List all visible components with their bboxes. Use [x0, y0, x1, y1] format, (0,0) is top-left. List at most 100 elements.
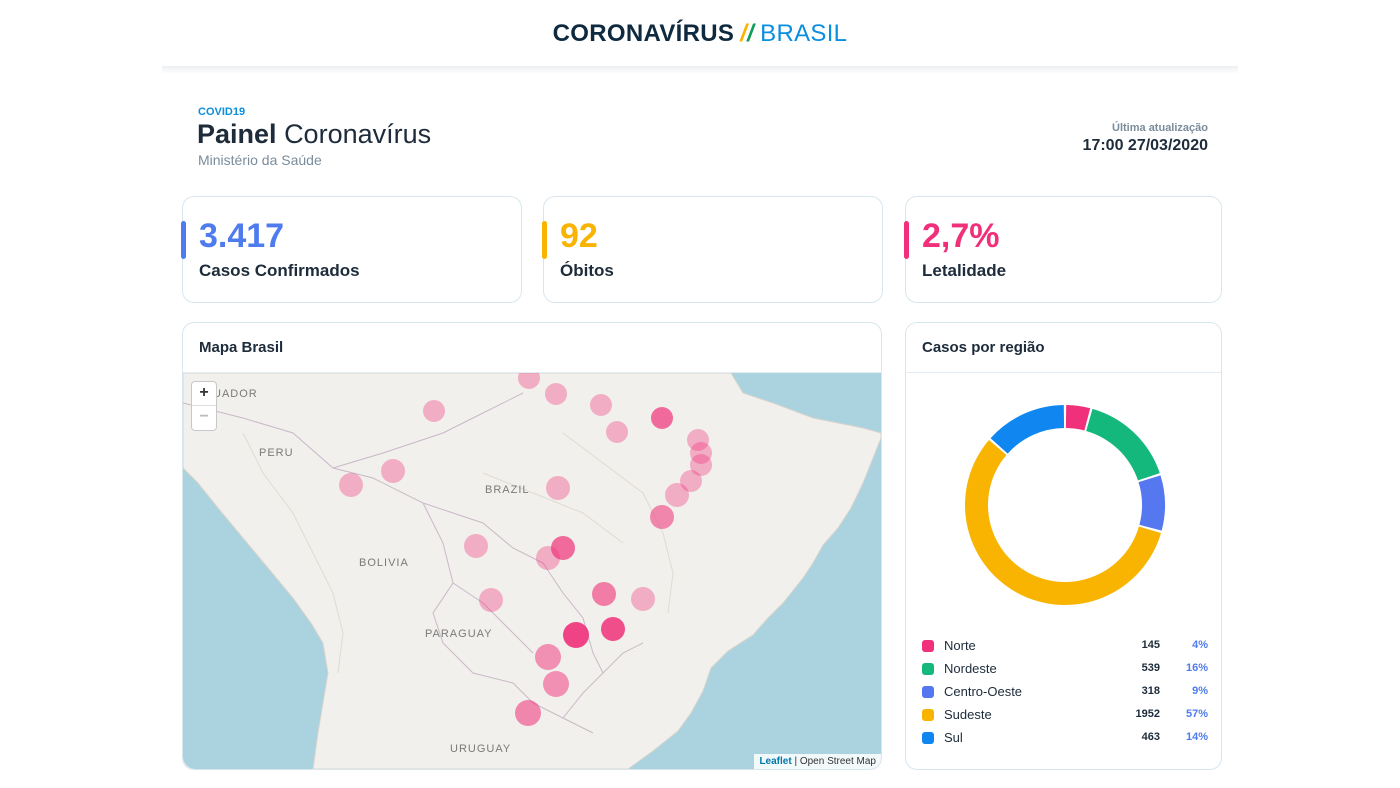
top-bar: CORONAVÍRUS // BRASIL	[0, 0, 1400, 68]
legend-count: 318	[1141, 685, 1160, 697]
case-marker	[563, 622, 589, 648]
stat-accent-bar	[181, 221, 186, 259]
legend-row-centro-oeste: Centro-Oeste 318 9%	[922, 682, 1208, 702]
map-label-uruguay: URUGUAY	[450, 743, 511, 755]
case-marker	[545, 383, 567, 405]
map-canvas[interactable]: UADOR PERU BRAZIL BOLIVIA PARAGUAY URUGU…	[183, 373, 881, 769]
stat-value: 3.417	[199, 217, 285, 255]
stat-accent-bar	[904, 221, 909, 259]
case-marker	[631, 587, 655, 611]
legend-count: 1952	[1135, 708, 1160, 720]
land-mass	[183, 373, 881, 769]
map-panel-title: Mapa Brasil	[199, 339, 284, 356]
page-title-rest: Coronavírus	[284, 119, 432, 149]
page-title: Painel Coronavírus	[197, 119, 431, 150]
case-marker	[536, 546, 560, 570]
case-marker	[381, 459, 405, 483]
legend-row-norte: Norte 145 4%	[922, 636, 1208, 656]
case-marker	[339, 473, 363, 497]
case-marker	[690, 442, 712, 464]
case-marker	[518, 373, 540, 389]
stat-card-confirmed: 3.417 Casos Confirmados	[181, 196, 522, 303]
stat-card-deaths: 92 Óbitos	[542, 196, 883, 303]
donut-slice-sudeste[interactable]	[965, 440, 1162, 605]
stat-label: Casos Confirmados	[199, 261, 360, 280]
donut-slice-sul[interactable]	[990, 405, 1065, 454]
legend-row-sudeste: Sudeste 1952 57%	[922, 705, 1208, 725]
donut-slice-centro-oeste[interactable]	[1138, 475, 1165, 531]
case-marker	[601, 617, 625, 641]
stat-label: Óbitos	[560, 261, 614, 280]
case-marker	[423, 400, 445, 422]
page-subtitle: Ministério da Saúde	[198, 152, 322, 168]
case-marker	[546, 476, 570, 500]
case-marker	[479, 588, 503, 612]
legend-percent: 16%	[1185, 662, 1208, 674]
zoom-out-button[interactable]: −	[199, 408, 209, 425]
legend-name: Centro-Oeste	[944, 684, 1023, 699]
case-marker	[687, 429, 709, 451]
case-marker	[551, 536, 575, 560]
case-marker	[464, 534, 488, 558]
map-attribution: Leaflet | Open Street Map	[754, 754, 881, 769]
stat-value: 92	[560, 217, 598, 255]
panel-divider	[906, 372, 1221, 373]
legend-swatch	[922, 709, 934, 721]
case-marker	[651, 407, 673, 429]
last-update-value: 17:00 27/03/2020	[1082, 137, 1208, 154]
last-update-label: Última atualização	[1112, 122, 1208, 134]
map-zoom-control: + −	[191, 381, 217, 431]
legend-percent: 4%	[1192, 639, 1208, 651]
brand-main: CORONAVÍRUS	[552, 20, 735, 47]
case-marker	[535, 644, 561, 670]
stat-label: Letalidade	[922, 261, 1007, 280]
donut-slice-norte[interactable]	[1065, 405, 1091, 431]
stat-accent-bar	[542, 221, 547, 259]
attribution-text: | Open Street Map	[791, 756, 876, 767]
zoom-in-button[interactable]: +	[192, 382, 216, 406]
stat-card-lethality: 2,7% Letalidade	[904, 196, 1222, 303]
legend-percent: 57%	[1185, 708, 1208, 720]
legend-swatch	[922, 686, 934, 698]
legend-percent: 9%	[1192, 685, 1208, 697]
stat-value: 2,7%	[922, 217, 1000, 255]
legend-swatch	[922, 640, 934, 652]
legend-count: 145	[1141, 639, 1160, 651]
case-marker	[680, 470, 702, 492]
marker-group	[339, 373, 712, 726]
brand-logo[interactable]: CORONAVÍRUS // BRASIL	[553, 20, 848, 48]
map-svg: UADOR PERU BRAZIL BOLIVIA PARAGUAY URUGU…	[183, 373, 881, 769]
case-marker	[650, 505, 674, 529]
case-marker	[665, 483, 689, 507]
map-label-paraguay: PARAGUAY	[425, 628, 493, 640]
legend-name: Norte	[944, 638, 976, 653]
case-marker	[590, 394, 612, 416]
donut-slice-nordeste[interactable]	[1086, 408, 1160, 481]
legend-count: 463	[1141, 731, 1160, 743]
case-marker	[592, 582, 616, 606]
topbar-divider	[162, 66, 1238, 74]
legend-name: Nordeste	[944, 661, 997, 676]
case-marker	[606, 421, 628, 443]
case-marker	[690, 454, 712, 476]
map-panel: Mapa Brasil UADOR PERU BRAZIL BOLIVIA PA…	[182, 322, 882, 770]
case-marker	[543, 671, 569, 697]
case-marker	[515, 700, 541, 726]
leaflet-link[interactable]: Leaflet	[759, 756, 792, 767]
map-label-bolivia: BOLIVIA	[359, 557, 409, 569]
page-title-bold: Painel	[197, 119, 277, 149]
legend-swatch	[922, 663, 934, 675]
brand-region: BRASIL	[760, 20, 848, 47]
regions-panel-title: Casos por região	[922, 339, 1045, 356]
legend-row-nordeste: Nordeste 539 16%	[922, 659, 1208, 679]
legend-percent: 14%	[1185, 731, 1208, 743]
regions-donut-chart	[965, 405, 1165, 605]
map-label-brazil: BRAZIL	[485, 484, 530, 496]
legend-row-sul: Sul 463 14%	[922, 728, 1208, 748]
map-label-peru: PERU	[259, 447, 294, 459]
legend-name: Sudeste	[944, 707, 992, 722]
header-tag: COVID19	[198, 106, 246, 118]
brand-slash-icon: //	[740, 20, 755, 47]
map-label-ecuador: UADOR	[213, 388, 258, 400]
legend-name: Sul	[944, 730, 963, 745]
